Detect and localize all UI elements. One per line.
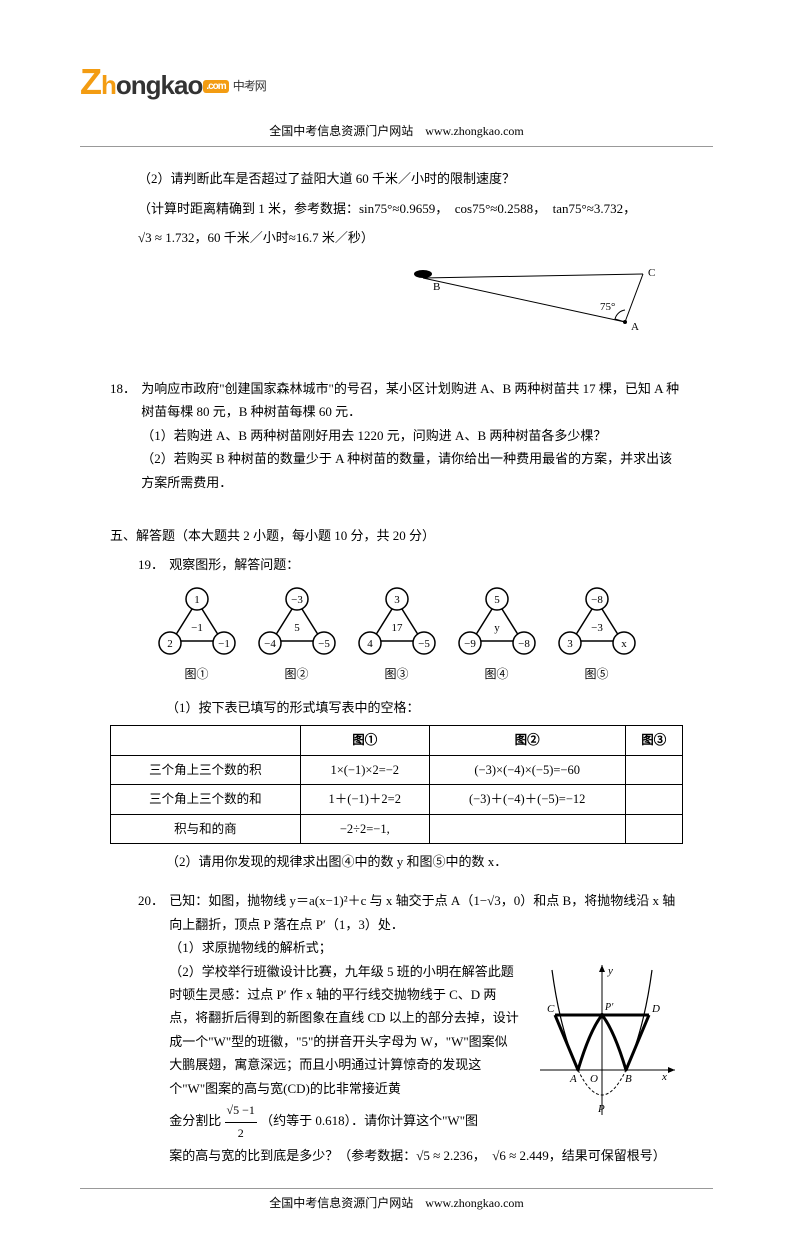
header-logo: Zhongkao.com中考网 (80, 50, 266, 115)
q-pre-line3: √3 ≈ 1.732，60 千米／小时≈16.7 米／秒） (110, 226, 683, 249)
q-pre-line1: （2）请判断此车是否超过了益阳大道 60 千米／小时的限制速度？ (110, 167, 683, 190)
svg-text:2: 2 (167, 638, 173, 650)
svg-text:3: 3 (567, 638, 573, 650)
triangle-group-1: 1 2 −1 −1 图① (156, 587, 238, 686)
svg-text:1: 1 (194, 594, 200, 606)
svg-text:−1: −1 (218, 638, 230, 650)
table-cell: (−3)＋(−4)＋(−5)=−12 (429, 785, 625, 815)
triangle-group-4: 5 −9 −8 y 图④ (456, 587, 538, 686)
svg-text:B: B (625, 1073, 632, 1085)
q20-num: 20． (138, 889, 166, 912)
header-divider (80, 146, 713, 147)
svg-text:B: B (433, 281, 440, 293)
svg-text:−3: −3 (591, 622, 603, 634)
svg-text:−8: −8 (591, 594, 603, 606)
svg-text:−4: −4 (264, 638, 276, 650)
triangle-groups: 1 2 −1 −1 图① −3 −4 −5 5 图② 3 4 (110, 587, 683, 686)
table-cell (625, 814, 682, 844)
q-pre-line2: （计算时距离精确到 1 米，参考数据：sin75°≈0.9659， cos75°… (110, 197, 683, 220)
table-header (111, 726, 301, 756)
svg-text:P′: P′ (604, 1002, 614, 1013)
table-cell (625, 785, 682, 815)
svg-text:x: x (661, 1071, 667, 1083)
table-cell (625, 755, 682, 785)
w-graph: x y C D P′ A O B P (530, 960, 680, 1145)
q19-tbl-caption: （1）按下表已填写的形式填写表中的空格： (110, 696, 683, 719)
svg-text:C: C (547, 1003, 555, 1015)
q19-table: 图①图②图③三个角上三个数的积1×(−1)×2=−2(−3)×(−4)×(−5)… (110, 725, 683, 844)
svg-text:P: P (597, 1103, 605, 1115)
svg-text:17: 17 (391, 622, 403, 634)
svg-text:y: y (494, 622, 500, 634)
q20-p4: 案的高与宽的比到底是多少？（参考数据：√5 ≈ 2.236， √6 ≈ 2.44… (169, 1148, 666, 1163)
q20-p1: （1）求原抛物线的解析式； (169, 940, 332, 955)
q20-p3-pre: 金分割比 (169, 1113, 221, 1128)
svg-text:75°: 75° (600, 301, 615, 313)
q18-p1: （1）若购进 A、B 两种树苗刚好用去 1220 元，问购进 A、B 两种树苗各… (141, 428, 606, 443)
svg-text:5: 5 (294, 622, 300, 634)
table-cell: (−3)×(−4)×(−5)=−60 (429, 755, 625, 785)
golden-ratio-frac: √5 −1 2 (225, 1100, 257, 1144)
table-row: 积与和的商−2÷2=−1, (111, 814, 683, 844)
table-cell: 1＋(−1)＋2=2 (300, 785, 429, 815)
q19-num: 19． (138, 553, 166, 576)
q18-num: 18． (110, 377, 138, 400)
triangle-figure: B C A 75° (110, 260, 663, 347)
svg-text:A: A (631, 321, 639, 333)
triangle-group-5: −8 3 x −3 图⑤ (556, 587, 638, 686)
svg-text:y: y (607, 965, 613, 977)
table-row: 三个角上三个数的积1×(−1)×2=−2(−3)×(−4)×(−5)=−60 (111, 755, 683, 785)
table-header: 图③ (625, 726, 682, 756)
triangle-group-3: 3 4 −5 17 图③ (356, 587, 438, 686)
q19-stem: 观察图形，解答问题： (169, 557, 299, 572)
svg-text:−5: −5 (418, 638, 430, 650)
q18-stem: 为响应市政府"创建国家森林城市"的号召，某小区计划购进 A、B 两种树苗共 17… (141, 381, 679, 419)
svg-text:x: x (621, 638, 627, 650)
table-row: 三个角上三个数的和1＋(−1)＋2=2(−3)＋(−4)＋(−5)=−12 (111, 785, 683, 815)
table-cell: 1×(−1)×2=−2 (300, 755, 429, 785)
table-header: 图② (429, 726, 625, 756)
q19: 19． 观察图形，解答问题： (110, 553, 683, 576)
table-cell: −2÷2=−1, (300, 814, 429, 844)
header-subtitle: 全国中考信息资源门户网站 www.zhongkao.com (80, 121, 713, 143)
svg-text:−1: −1 (191, 622, 203, 634)
table-cell: 积与和的商 (111, 814, 301, 844)
svg-text:D: D (651, 1003, 660, 1015)
q20-p3-post: （约等于 0.618）．请你计算这个"W"图 (260, 1113, 478, 1128)
q20-p2: （2）学校举行班徽设计比赛，九年级 5 班的小明在解答此题时顿生灵感：过点 P′… (169, 964, 519, 1096)
q20: 20． 已知：如图，抛物线 y＝a(x−1)²＋c 与 x 轴交于点 A（1−√… (110, 889, 683, 1167)
svg-text:4: 4 (367, 638, 373, 650)
footer-text: 全国中考信息资源门户网站 www.zhongkao.com (80, 1193, 713, 1215)
svg-text:O: O (590, 1073, 598, 1085)
section5-head: 五、解答题（本大题共 2 小题，每小题 10 分，共 20 分） (110, 524, 683, 547)
table-cell: 三个角上三个数的积 (111, 755, 301, 785)
svg-text:−5: −5 (318, 638, 330, 650)
svg-text:−3: −3 (291, 594, 303, 606)
svg-text:5: 5 (494, 594, 500, 606)
q20-stem: 已知：如图，抛物线 y＝a(x−1)²＋c 与 x 轴交于点 A（1−√3，0）… (169, 893, 675, 931)
q18: 18． 为响应市政府"创建国家森林城市"的号召，某小区计划购进 A、B 两种树苗… (110, 377, 683, 494)
triangle-group-2: −3 −4 −5 5 图② (256, 587, 338, 686)
svg-text:−9: −9 (464, 638, 476, 650)
svg-text:−8: −8 (518, 638, 530, 650)
table-header: 图① (300, 726, 429, 756)
svg-text:C: C (648, 267, 655, 279)
footer-divider (80, 1188, 713, 1189)
q19-p2: （2）请用你发现的规律求出图④中的数 y 和图⑤中的数 x． (110, 850, 683, 873)
table-cell (429, 814, 625, 844)
svg-text:3: 3 (394, 594, 400, 606)
table-cell: 三个角上三个数的和 (111, 785, 301, 815)
q18-p2: （2）若购买 B 种树苗的数量少于 A 种树苗的数量，请你给出一种费用最省的方案… (141, 451, 672, 489)
svg-text:A: A (569, 1073, 577, 1085)
